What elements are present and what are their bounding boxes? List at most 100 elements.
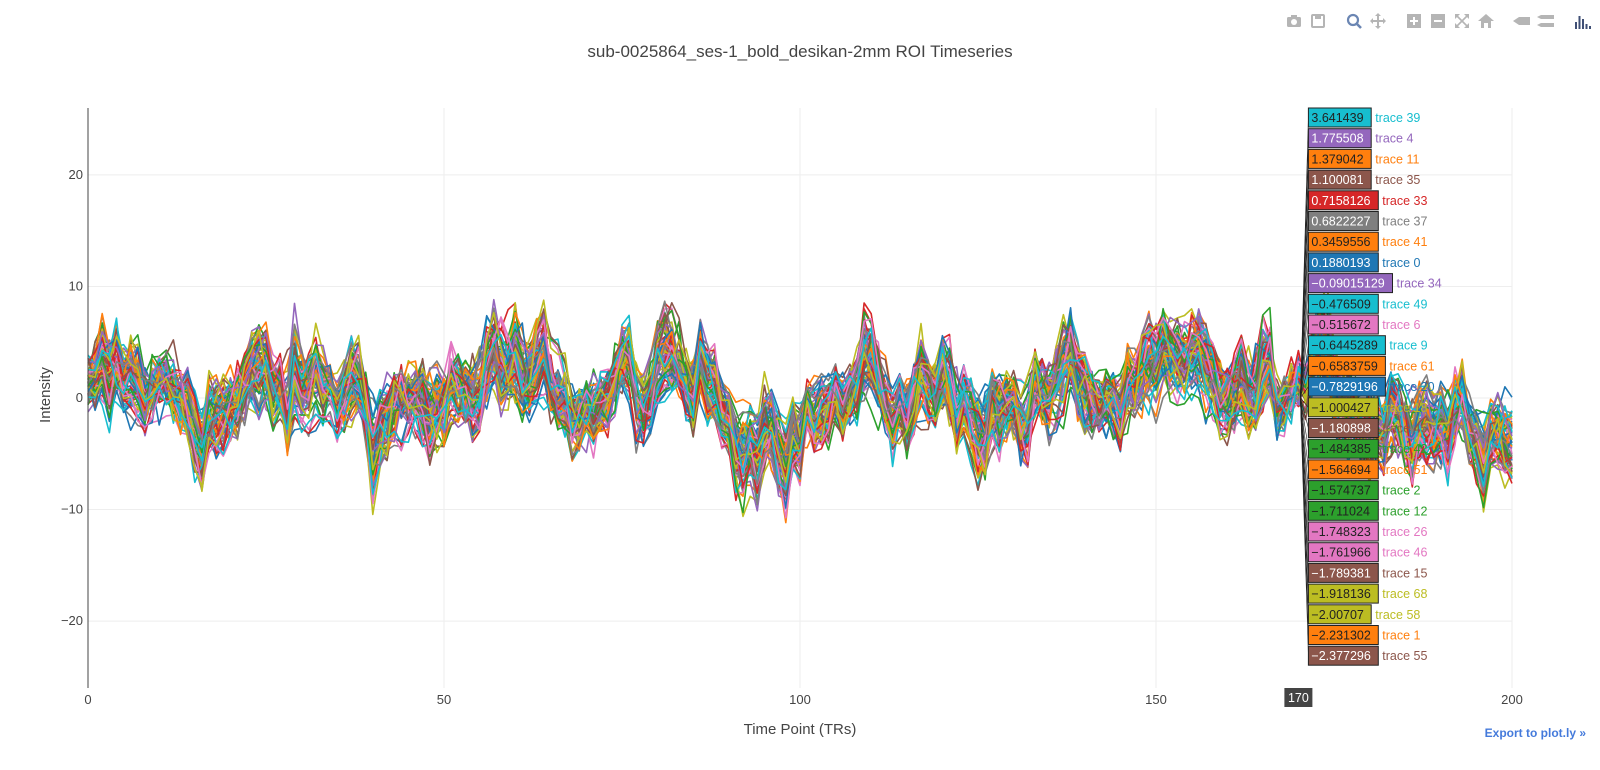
hover-entry: −0.515672 trace 6	[1300, 314, 1421, 399]
hover-value: −1.748323	[1311, 525, 1370, 539]
zoom-icon[interactable]	[1344, 11, 1364, 31]
hover-entry: 0.3459556 trace 41	[1300, 231, 1428, 399]
y-tick-label: −20	[61, 613, 83, 628]
hover-x-box	[1284, 688, 1313, 707]
trace-line[interactable]	[87, 314, 1513, 519]
hover-entry: −1.574737 trace 2	[1300, 397, 1421, 501]
hover-entry: −1.761966 trace 46	[1300, 397, 1428, 563]
hover-trace-name: trace 9	[1389, 339, 1427, 353]
x-axis-label: Time Point (TRs)	[744, 721, 857, 738]
hover-entry: −1.748323 trace 26	[1300, 397, 1428, 542]
hover-entry: −2.377296 trace 55	[1300, 397, 1428, 666]
trace-line[interactable]	[87, 326, 1513, 491]
x-tick-label: 0	[84, 692, 91, 707]
compare-hover-icon[interactable]	[1536, 11, 1556, 31]
hover-trace-name: trace 61	[1389, 359, 1434, 373]
hover-trace-name: trace 35	[1375, 173, 1420, 187]
hover-value-box	[1307, 190, 1379, 211]
hover-trace-name: trace 12	[1382, 504, 1427, 518]
hover-value: −1.574737	[1311, 484, 1370, 498]
hover-pointer	[1300, 386, 1309, 399]
hover-trace-name: trace 11	[1375, 152, 1419, 166]
hover-pointer	[1300, 397, 1309, 408]
hover-value: −1.484385	[1311, 442, 1370, 456]
home-icon[interactable]	[1476, 11, 1496, 31]
hover-entry: −0.6583759 trace 61	[1300, 355, 1435, 399]
hover-entry: −1.918136 trace 68	[1300, 397, 1428, 604]
export-to-plotly-link[interactable]: Export to plot.ly »	[1484, 726, 1586, 740]
hover-trace-name: trace 51	[1382, 463, 1427, 477]
hover-value: 1.775508	[1311, 132, 1363, 146]
autoscale-icon[interactable]	[1452, 11, 1472, 31]
plotly-logo-icon[interactable]	[1572, 11, 1592, 31]
hover-entry: −1.000427 trace 18	[1300, 397, 1428, 418]
hover-entry: −1.711024 trace 12	[1300, 397, 1428, 521]
hover-entry: −1.180898 trace 45	[1300, 397, 1428, 438]
hover-entry: 3.641439 trace 39	[1300, 107, 1420, 399]
hover-value-box	[1307, 128, 1372, 149]
hover-trace-name: trace 33	[1382, 194, 1427, 208]
hover-value: −2.377296	[1311, 649, 1370, 663]
zoom-in-icon[interactable]	[1404, 11, 1424, 31]
hover-value-box	[1307, 211, 1379, 231]
hover-trace-name: trace 6	[1382, 318, 1420, 332]
hover-value-box	[1307, 500, 1379, 521]
zoom-out-icon[interactable]	[1428, 11, 1448, 31]
x-tick-label: 200	[1501, 692, 1523, 707]
hover-value-box	[1307, 107, 1372, 128]
hover-entry: −0.09015129 trace 34	[1300, 273, 1442, 399]
hover-value: 1.379042	[1311, 152, 1363, 166]
hover-value-box	[1307, 438, 1379, 459]
hover-entry: 1.100081 trace 35	[1300, 169, 1420, 399]
x-tick-label: 50	[437, 692, 451, 707]
hover-value: −0.6445289	[1311, 339, 1377, 353]
hover-trace-name: trace 45	[1382, 422, 1427, 436]
hover-value-box	[1307, 355, 1386, 376]
trace-lines[interactable]	[87, 281, 1513, 524]
hover-trace-name: trace 42	[1382, 442, 1427, 456]
trace-line[interactable]	[87, 327, 1513, 490]
hover-value-box	[1307, 273, 1394, 294]
hover-trace-name: trace 15	[1382, 566, 1427, 580]
hover-value: −0.476509	[1311, 297, 1370, 311]
hover-entry: −1.789381 trace 15	[1300, 397, 1428, 583]
hover-value-box	[1307, 231, 1379, 252]
y-axis-label: Intensity	[37, 367, 54, 423]
hover-trace-name: trace 39	[1375, 111, 1420, 125]
hover-value-box	[1307, 645, 1379, 666]
spike-lines-icon[interactable]	[1512, 11, 1532, 31]
hover-labels: 170 3.641439 trace 39 1.775508 trace 4 1.3790…	[1284, 107, 1442, 707]
hover-entry: 1.379042 trace 11	[1300, 148, 1419, 399]
hover-value: −0.6583759	[1311, 359, 1377, 373]
camera-icon[interactable]	[1284, 11, 1304, 31]
hover-value-box	[1307, 583, 1379, 604]
hover-entry: −0.476509 trace 49	[1300, 293, 1428, 399]
hover-value-box	[1307, 376, 1386, 397]
hover-value-box	[1307, 604, 1372, 625]
hover-value: −0.7829196	[1311, 380, 1377, 394]
hover-trace-name: trace 34	[1397, 277, 1442, 291]
hover-value-box	[1307, 314, 1379, 335]
hover-trace-name: trace 26	[1382, 525, 1427, 539]
hover-trace-name: trace 0	[1382, 256, 1420, 270]
y-tick-label: −10	[61, 502, 83, 517]
hover-value: −0.515672	[1311, 318, 1370, 332]
hover-trace-name: trace 37	[1382, 215, 1427, 229]
hover-value-box	[1307, 169, 1372, 190]
save-icon[interactable]	[1308, 11, 1328, 31]
hover-value: −2.231302	[1311, 629, 1370, 643]
pan-icon[interactable]	[1368, 11, 1388, 31]
hover-value-box	[1307, 521, 1379, 542]
hover-value: 0.7158126	[1311, 194, 1370, 208]
x-tick-label: 100	[789, 692, 811, 707]
hover-trace-name: trace 41	[1382, 235, 1427, 249]
hover-value: −1.918136	[1311, 587, 1370, 601]
modebar	[1284, 10, 1592, 32]
hover-trace-name: trace 49	[1382, 297, 1427, 311]
hover-trace-name: trace 1	[1382, 629, 1420, 643]
hover-value-box	[1307, 148, 1372, 169]
hover-entry: −1.564694 trace 51	[1300, 397, 1428, 480]
hover-value: −1.000427	[1311, 401, 1370, 415]
hover-pointer	[1300, 345, 1309, 399]
